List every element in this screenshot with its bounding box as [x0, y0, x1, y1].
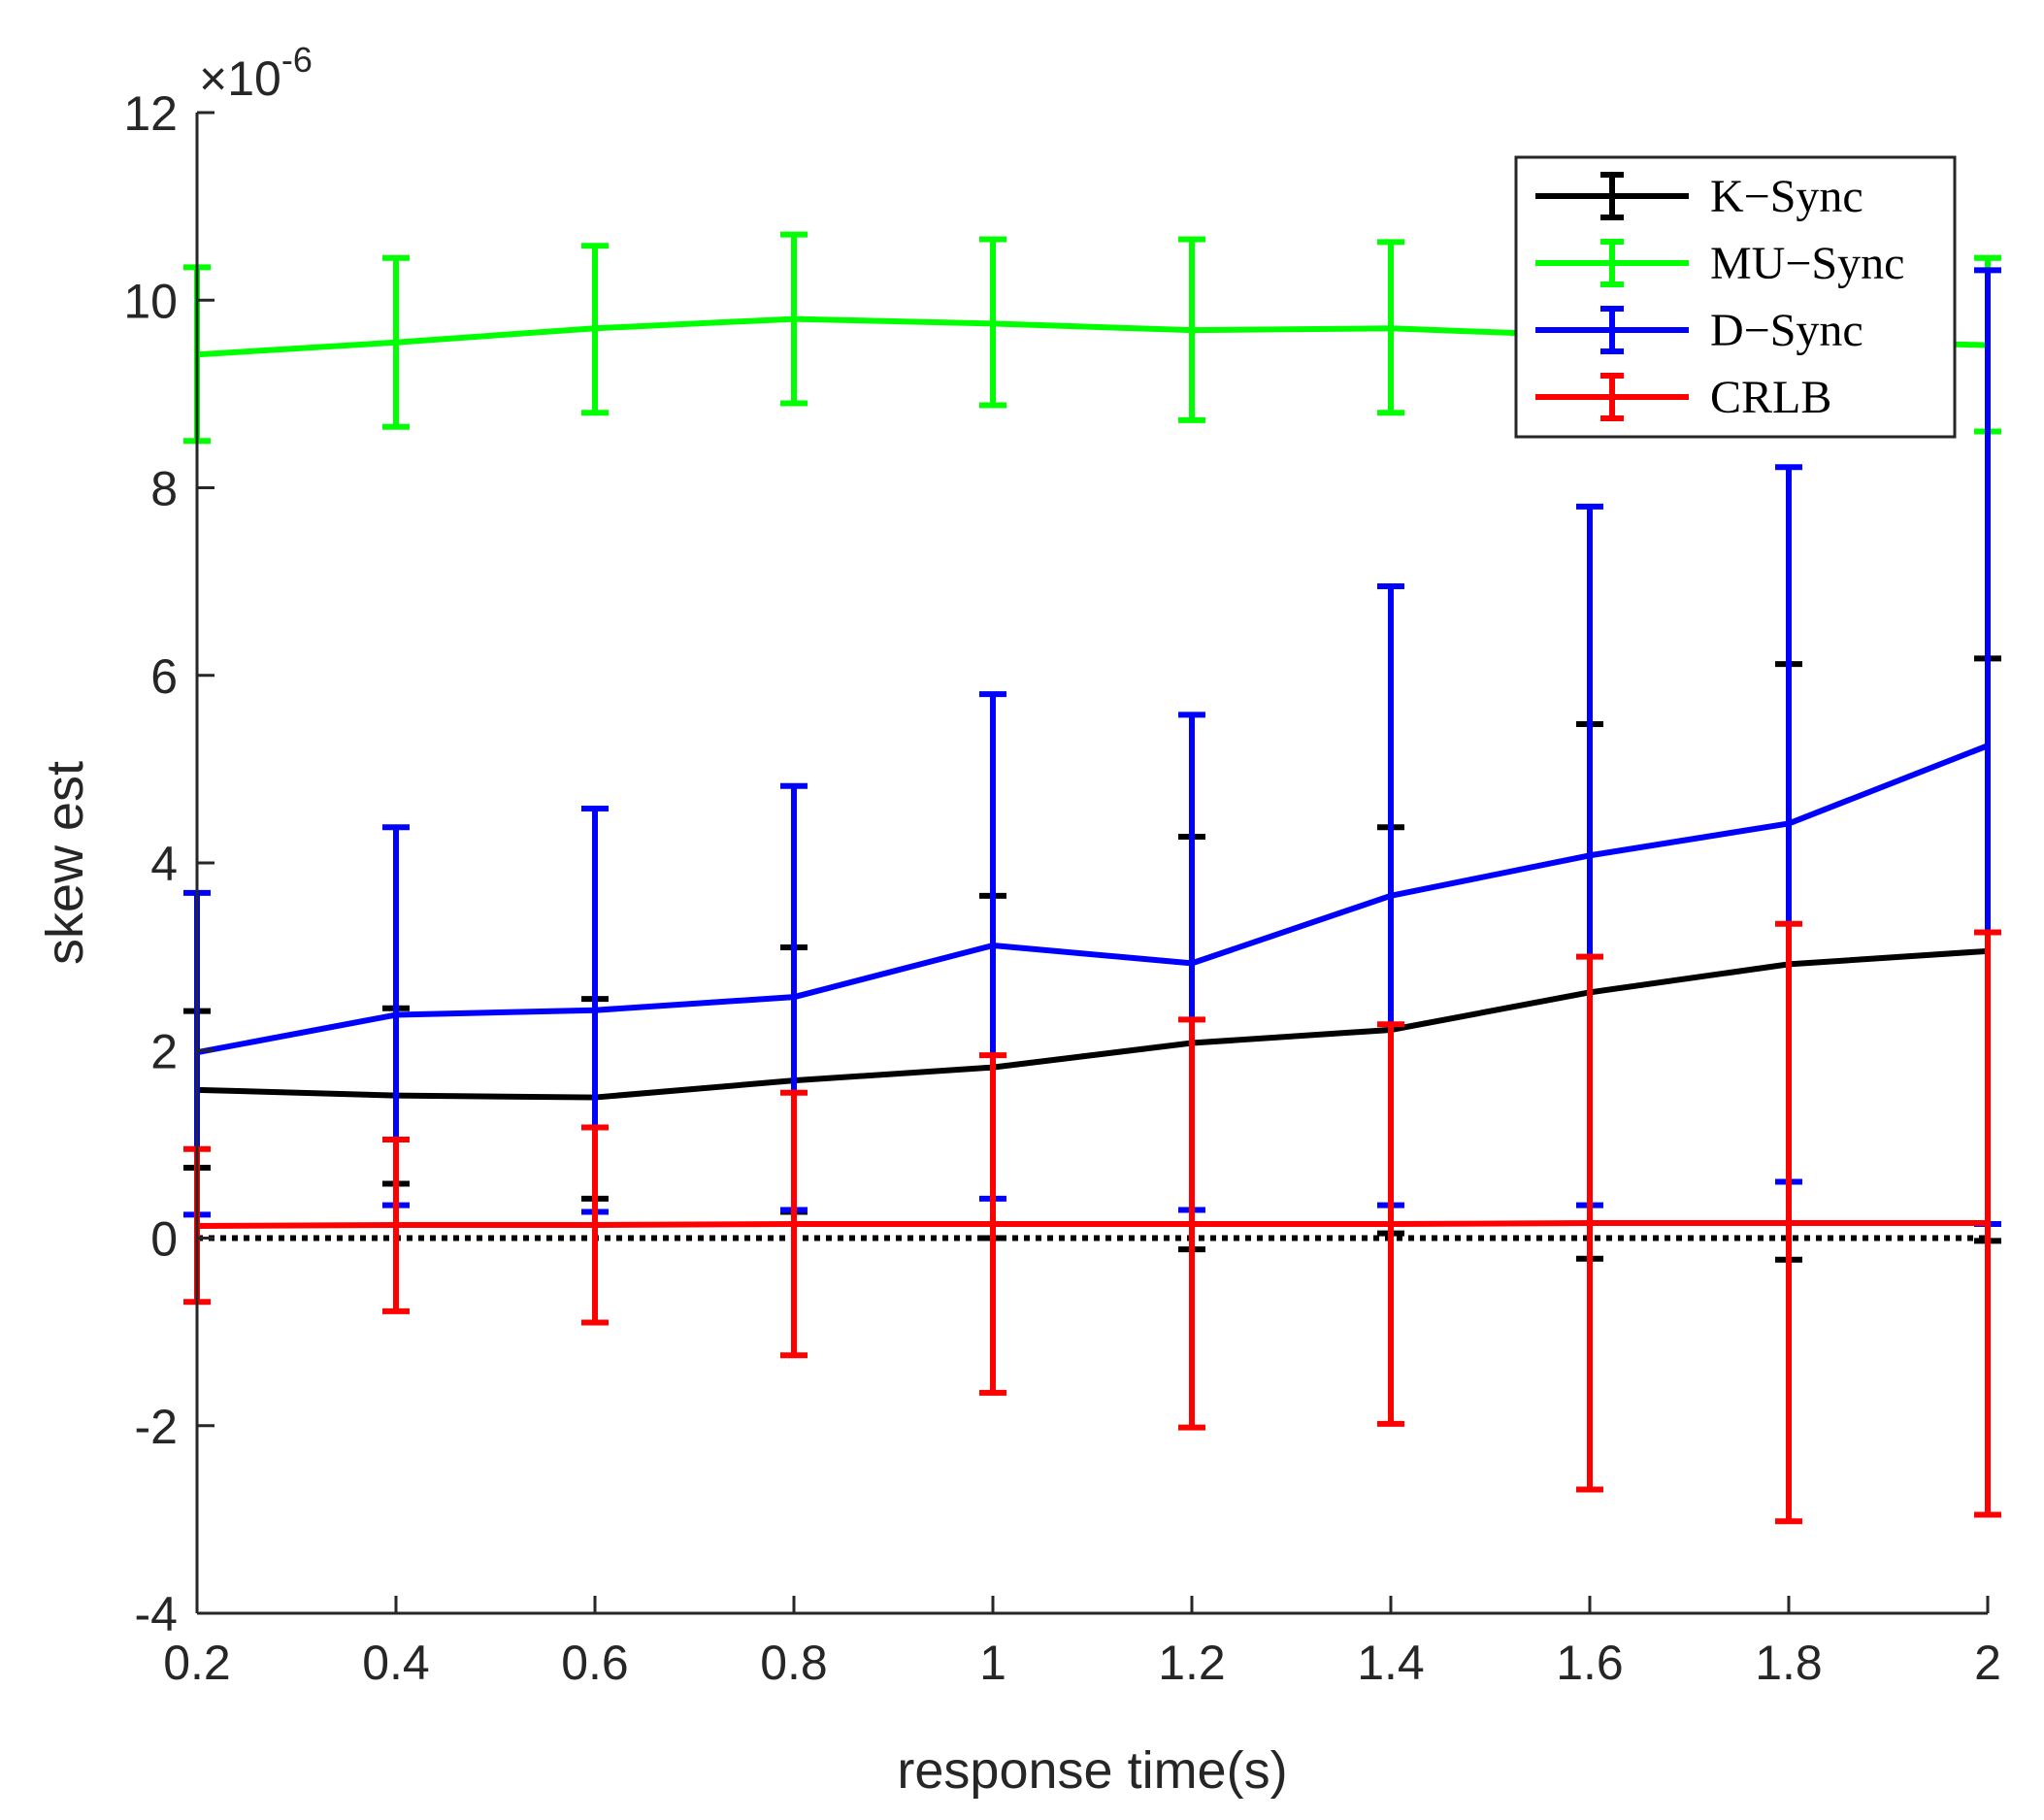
x-tick-label: 1.2 [1158, 1636, 1226, 1690]
axes: 0.2 0.4 0.6 0.8 1 1.2 1.4 1.6 1.8 2 -4 -2 0 2 4 6 8 10 12 [123, 86, 2001, 1690]
series-0 [183, 655, 2001, 1263]
y-ticks: -4 -2 0 2 4 6 8 10 12 [123, 86, 214, 1641]
y-tick-label: 10 [123, 274, 178, 328]
x-tick-label: 0.8 [760, 1636, 828, 1690]
y-tick-label: -2 [135, 1400, 178, 1454]
x-tick-label: 1.6 [1556, 1636, 1624, 1690]
x-tick-label: 1 [979, 1636, 1006, 1690]
legend: K−Sync MU−Sync D−Sync CRLB [1514, 155, 1957, 439]
plot-area [183, 231, 2001, 1525]
x-ticks: 0.2 0.4 0.6 0.8 1 1.2 1.4 1.6 1.8 2 [163, 1596, 2001, 1690]
x-tick-label: 0.4 [362, 1636, 430, 1690]
y-tick-label: -4 [135, 1587, 178, 1641]
legend-box [1514, 155, 1957, 439]
y-axis-exponent-value: -6 [281, 40, 313, 80]
legend-label: CRLB [1710, 372, 1831, 423]
series-line [196, 743, 1990, 1056]
x-tick-label: 0.2 [163, 1636, 231, 1690]
legend-entry: CRLB [1535, 372, 1831, 423]
series-line [196, 947, 1989, 1101]
y-tick-label: 0 [150, 1212, 178, 1267]
y-axis-multiplier: ×10 [199, 51, 281, 106]
x-tick-label: 0.6 [561, 1636, 629, 1690]
y-tick-label: 8 [150, 462, 178, 516]
series-3 [183, 920, 2001, 1525]
x-tick-label: 2 [1974, 1636, 2001, 1690]
y-axis-exponent: ×10-6 [199, 40, 313, 106]
y-tick-label: 2 [150, 1024, 178, 1078]
x-axis-title: response time(s) [897, 1741, 1287, 1800]
legend-entry: MU−Sync [1535, 238, 1904, 289]
legend-label: MU−Sync [1710, 238, 1904, 289]
series-layer [183, 231, 2001, 1525]
y-tick-label: 4 [150, 837, 178, 891]
y-tick-label: 6 [150, 649, 178, 704]
x-tick-label: 1.4 [1357, 1636, 1425, 1690]
legend-label: K−Sync [1710, 171, 1863, 222]
y-axis-title: skew est [36, 761, 94, 965]
legend-entry: K−Sync [1535, 171, 1863, 222]
y-tick-label: 12 [123, 86, 178, 141]
series-line [196, 1220, 1988, 1229]
legend-label: D−Sync [1710, 305, 1863, 356]
x-tick-label: 1.8 [1755, 1636, 1823, 1690]
legend-entry: D−Sync [1535, 305, 1863, 356]
